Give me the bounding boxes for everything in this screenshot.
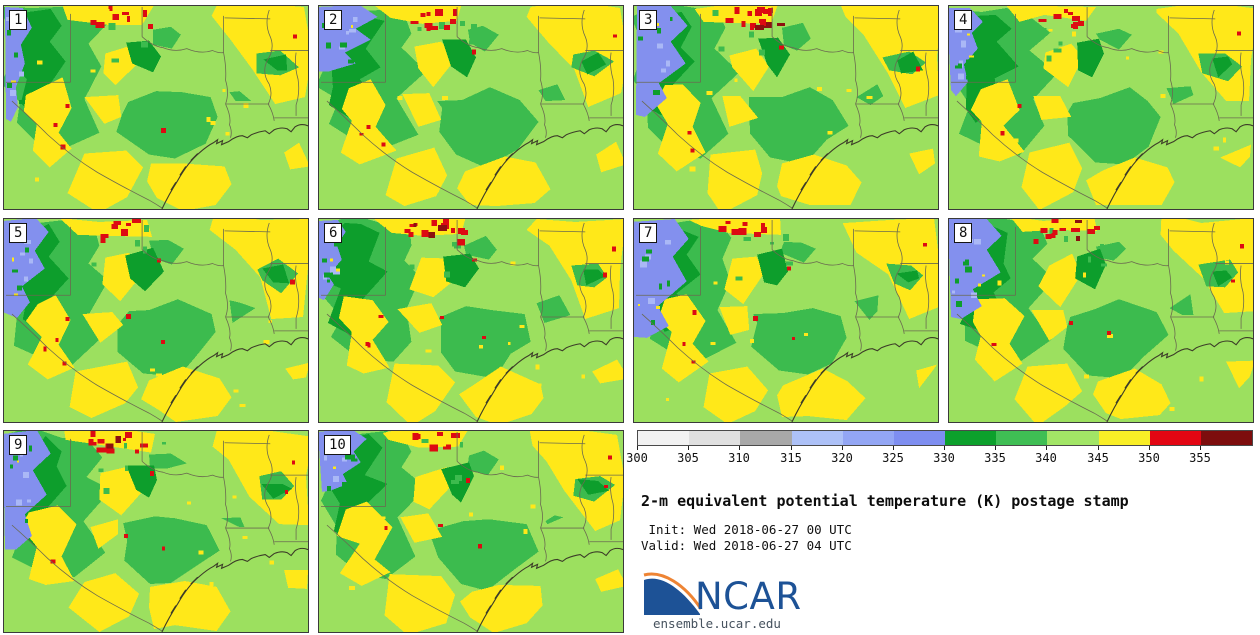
plot-title: 2-m equivalent potential temperature (K)… (641, 492, 1129, 510)
colorbar-tick-label: 325 (882, 451, 904, 465)
ncar-wordmark: NCAR (695, 575, 802, 618)
colorbar-tick-label: 315 (780, 451, 802, 465)
colorbar-tick (1200, 446, 1201, 450)
ensemble-member-panel: 6 (318, 218, 624, 423)
colorbar-segment (945, 431, 997, 445)
member-map (4, 6, 308, 209)
ensemble-member-panel: 10 (318, 430, 624, 633)
colorbar-tick (739, 446, 740, 450)
colorbar-segment (638, 431, 690, 445)
member-number-label: 8 (954, 223, 973, 243)
ncar-swoosh-icon (643, 572, 703, 615)
colorbar-segment (893, 431, 946, 445)
colorbar-segment (791, 431, 843, 445)
ensemble-member-panel: 2 (318, 5, 624, 210)
colorbar-tick (995, 446, 996, 450)
colorbar-tick-label: 355 (1189, 451, 1211, 465)
member-map (634, 6, 938, 209)
member-map (319, 219, 623, 422)
colorbar-segment (1047, 431, 1099, 445)
member-number-label: 5 (9, 223, 28, 243)
member-number-label: 6 (324, 223, 343, 243)
colorbar-tick (1149, 446, 1150, 450)
ensemble-member-panel: 9 (3, 430, 309, 633)
ensemble-member-panel: 8 (948, 218, 1254, 423)
colorbar-segment (842, 431, 894, 445)
colorbar-tick-label: 300 (626, 451, 648, 465)
valid-line: Valid: Wed 2018-06-27 04 UTC (641, 538, 852, 553)
ensemble-member-panel: 1 (3, 5, 309, 210)
colorbar-segment (996, 431, 1048, 445)
colorbar-segment (740, 431, 792, 445)
colorbar-tick-label: 305 (677, 451, 699, 465)
member-number-label: 7 (639, 223, 658, 243)
ensemble-member-panel: 7 (633, 218, 939, 423)
member-number-label: 2 (324, 10, 343, 30)
member-map (949, 6, 1253, 209)
ncar-logo: NCAR ensemble.ucar.edu (643, 571, 903, 633)
member-number-label: 4 (954, 10, 973, 30)
colorbar (637, 430, 1253, 446)
member-number-label: 3 (639, 10, 658, 30)
colorbar-segment (1200, 431, 1253, 445)
member-map (634, 219, 938, 422)
ensemble-member-panel: 3 (633, 5, 939, 210)
member-map (319, 431, 623, 632)
colorbar-tick (893, 446, 894, 450)
colorbar-segment (689, 431, 741, 445)
colorbar-tick (944, 446, 945, 450)
member-number-label: 9 (9, 435, 28, 455)
colorbar-tick-label: 345 (1087, 451, 1109, 465)
colorbar-tick-label: 335 (984, 451, 1006, 465)
colorbar-segment (1098, 431, 1150, 445)
colorbar-axis: 300 305 310 315 320 325 330 335 340 345 350 355 (626, 446, 1251, 468)
ensemble-member-panel: 4 (948, 5, 1254, 210)
colorbar-tick (842, 446, 843, 450)
init-line: Init: Wed 2018-06-27 00 UTC (641, 522, 852, 537)
ensemble-url-text: ensemble.ucar.edu (653, 616, 781, 631)
colorbar-tick-label: 350 (1138, 451, 1160, 465)
colorbar-tick-label: 330 (933, 451, 955, 465)
colorbar-tick-label: 320 (831, 451, 853, 465)
colorbar-tick (791, 446, 792, 450)
member-map (319, 6, 623, 209)
member-map (4, 219, 308, 422)
colorbar-tick (1046, 446, 1047, 450)
member-number-label: 1 (9, 10, 28, 30)
colorbar-tick (1098, 446, 1099, 450)
colorbar-segment (1149, 431, 1201, 445)
colorbar-tick-label: 310 (728, 451, 750, 465)
colorbar-tick (688, 446, 689, 450)
colorbar-tick-label: 340 (1035, 451, 1057, 465)
member-map (4, 431, 308, 632)
member-number-label: 10 (324, 435, 351, 455)
colorbar-tick (637, 446, 638, 450)
member-map (949, 219, 1253, 422)
legend-block: 300 305 310 315 320 325 330 335 340 345 350 355 2-m… (626, 430, 1253, 631)
init-valid-text: Init: Wed 2018-06-27 00 UTC Valid: Wed 2… (641, 522, 1253, 554)
ensemble-member-panel: 5 (3, 218, 309, 423)
